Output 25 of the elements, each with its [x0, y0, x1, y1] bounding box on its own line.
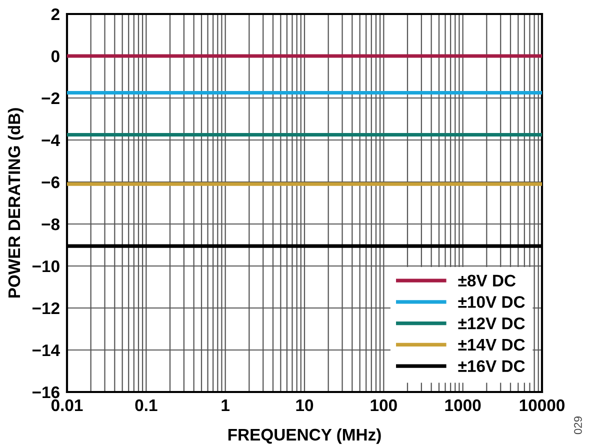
y-tick-label: −4 — [42, 134, 60, 146]
x-tick-label: 10000 — [520, 399, 564, 412]
text: 029 — [574, 416, 582, 434]
legend-label: ±14V DC — [458, 338, 525, 351]
y-axis-title: POWER DERATING (dB) — [8, 108, 24, 298]
legend-label: ±16V DC — [458, 360, 525, 372]
y-tick-label: −16 — [32, 386, 60, 398]
y-tick-label: 0 — [51, 50, 60, 62]
legend-label: ±8V DC — [458, 274, 516, 287]
legend-label: ±10V DC — [458, 296, 525, 308]
x-tick-label: 0.01 — [51, 399, 83, 412]
y-tick-label: −2 — [42, 92, 60, 104]
y-tick-label: −8 — [42, 218, 60, 230]
x-tick-label: 0.1 — [135, 399, 158, 412]
x-tick-label: 1 — [222, 400, 230, 412]
y-tick-label: −6 — [42, 176, 60, 188]
x-axis-title: FREQUENCY (MHz) — [228, 428, 381, 444]
x-tick-label: 10 — [296, 399, 314, 412]
y-tick-label: −14 — [32, 344, 60, 356]
x-tick-label: 100 — [370, 399, 397, 412]
y-tick-label: 2 — [51, 8, 60, 20]
y-tick-label: −10 — [32, 260, 60, 272]
x-tick-label: 1000 — [445, 399, 481, 412]
y-tick-label: −12 — [32, 302, 60, 314]
legend-label: ±12V DC — [458, 317, 525, 330]
